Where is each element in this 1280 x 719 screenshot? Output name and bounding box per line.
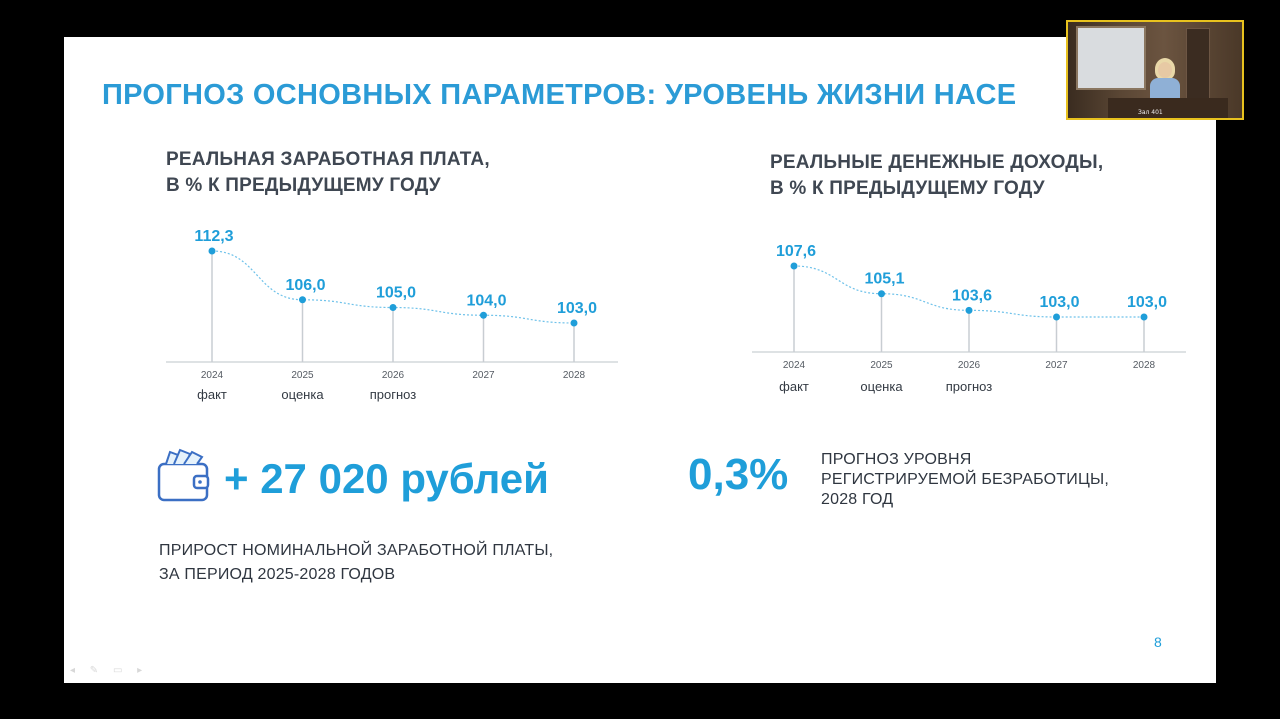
chart-year-label: 2026 (958, 360, 981, 371)
chart-point (480, 311, 487, 319)
chart-sub-label: прогноз (370, 387, 417, 402)
wage-chart-title-line1: РЕАЛЬНАЯ ЗАРАБОТНАЯ ПЛАТА, (166, 149, 490, 170)
page-number: 8 (1154, 634, 1162, 650)
video-door (1186, 28, 1210, 108)
chart-year-label: 2025 (870, 360, 893, 371)
slide: ПРОГНОЗ ОСНОВНЫХ ПАРАМЕТРОВ: УРОВЕНЬ ЖИЗ… (64, 37, 1216, 683)
chart-sub-label: факт (779, 379, 809, 394)
video-speaker-head (1158, 62, 1172, 78)
video-caption: Зал 401 (1138, 109, 1163, 116)
video-feed[interactable]: Зал 401 (1066, 20, 1244, 120)
unemployment-desc-line3: 2028 ГОД (821, 491, 894, 508)
chart-value-label: 103,6 (952, 287, 992, 304)
income-chart: 107,6 2024 факт 105,1 2025 оценка 103,6 2026 про… (752, 243, 1186, 394)
wage-chart-title-line2: В % К ПРЕДЫДУЩЕМУ ГОДУ (166, 175, 441, 196)
chart-year-label: 2027 (1045, 360, 1068, 371)
chart-year-label: 2026 (382, 370, 405, 381)
chart-year-label: 2024 (783, 360, 806, 371)
video-desk (1108, 98, 1228, 118)
unemployment-description: ПРОГНОЗ УРОВНЯ РЕГИСТРИРУЕМОЙ БЕЗРАБОТИЦ… (821, 450, 1109, 510)
unemployment-value: 0,3% (688, 450, 789, 499)
chart-point (1140, 313, 1148, 321)
income-chart-title-line2: В % К ПРЕДЫДУЩЕМУ ГОДУ (770, 178, 1045, 199)
chart-value-label: 112,3 (194, 228, 233, 245)
chart-year-label: 2024 (201, 370, 224, 381)
unemployment-desc-line1: ПРОГНОЗ УРОВНЯ (821, 451, 972, 468)
chart-point (790, 262, 798, 270)
chart-point (299, 296, 306, 304)
slide-controls[interactable]: ◂ ✎ ▭ ▸ (70, 665, 149, 676)
chart-series-line (793, 265, 1144, 318)
chart-point (570, 319, 578, 327)
chart-value-label: 107,6 (776, 243, 816, 260)
chart-year-label: 2028 (1133, 360, 1156, 371)
wage-chart: 112,3 2024 факт 106,0 2025 оценка 105,0 2026 про… (166, 228, 618, 402)
chart-point (389, 304, 397, 312)
chart-point (965, 306, 973, 314)
income-chart-title: РЕАЛЬНЫЕ ДЕНЕЖНЫЕ ДОХОДЫ, В % К ПРЕДЫДУЩ… (770, 150, 1103, 202)
chart-value-label: 103,0 (557, 300, 597, 317)
chart-value-label: 103,0 (1039, 294, 1079, 311)
chart-point (208, 247, 216, 255)
chart-value-label: 103,0 (1127, 294, 1167, 311)
chart-point (1053, 313, 1060, 321)
income-chart-title-line1: РЕАЛЬНЫЕ ДЕНЕЖНЫЕ ДОХОДЫ, (770, 152, 1104, 173)
chart-sub-label: прогноз (946, 379, 993, 394)
wage-growth-description: ПРИРОСТ НОМИНАЛЬНОЙ ЗАРАБОТНОЙ ПЛАТЫ, ЗА… (159, 539, 553, 587)
chart-sub-label: факт (197, 387, 227, 402)
chart-sub-label: оценка (281, 387, 324, 402)
chart-year-label: 2028 (563, 370, 586, 381)
chart-point (878, 290, 885, 298)
chart-year-label: 2027 (472, 370, 495, 381)
unemployment-desc-line2: РЕГИСТРИРУЕМОЙ БЕЗРАБОТИЦЫ, (821, 471, 1109, 488)
slide-title: ПРОГНОЗ ОСНОВНЫХ ПАРАМЕТРОВ: УРОВЕНЬ ЖИЗ… (102, 79, 1017, 111)
wallet-icon (157, 448, 210, 502)
wage-growth-amount: + 27 020 рублей (224, 455, 549, 502)
video-screen-panel (1076, 26, 1146, 90)
chart-sub-label: оценка (860, 379, 903, 394)
chart-value-label: 106,0 (285, 277, 325, 294)
chart-value-label: 104,0 (466, 292, 506, 309)
wage-chart-title: РЕАЛЬНАЯ ЗАРАБОТНАЯ ПЛАТА, В % К ПРЕДЫДУ… (166, 147, 490, 199)
wage-growth-desc-line1: ПРИРОСТ НОМИНАЛЬНОЙ ЗАРАБОТНОЙ ПЛАТЫ, (159, 542, 554, 559)
chart-value-label: 105,1 (864, 271, 904, 288)
chart-value-label: 105,0 (376, 285, 416, 302)
wage-growth-desc-line2: ЗА ПЕРИОД 2025-2028 ГОДОВ (159, 566, 396, 583)
chart-year-label: 2025 (291, 370, 314, 381)
